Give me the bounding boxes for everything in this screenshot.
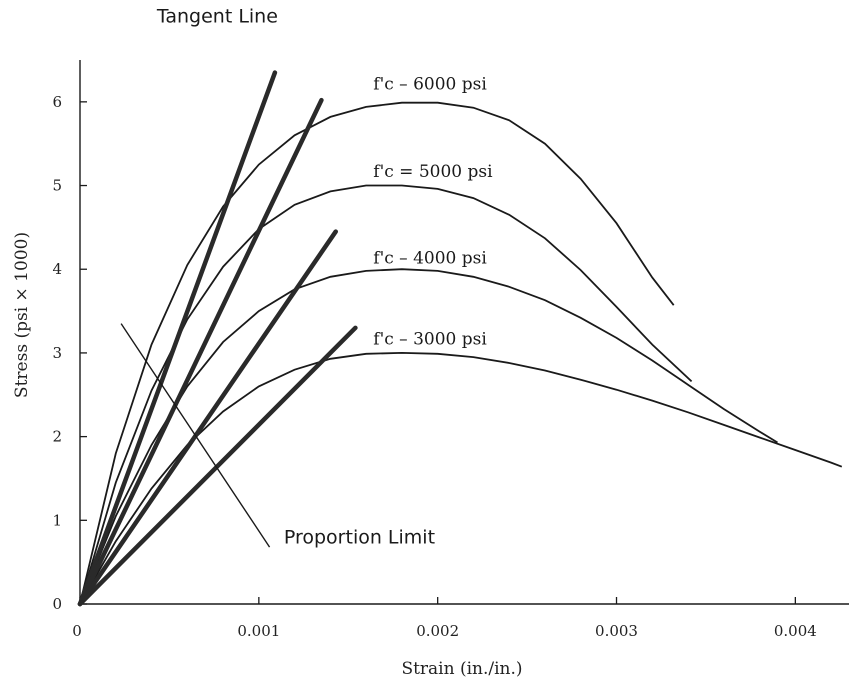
y-tick-label: 6 xyxy=(52,93,62,111)
tangent-lines xyxy=(77,70,358,607)
tangent-line xyxy=(77,325,358,607)
proportion-limit-pointer xyxy=(120,323,271,548)
x-ticks: 0 0.001 0.002 0.003 0.004 xyxy=(72,597,817,640)
curve-label: f'c – 4000 psi xyxy=(373,248,487,268)
y-tick-label: 4 xyxy=(52,260,62,278)
curve-label: f'c – 3000 psi xyxy=(373,330,487,350)
y-tick-label: 3 xyxy=(52,344,62,362)
axes xyxy=(79,60,849,605)
y-ticks: 0 1 2 3 4 5 6 xyxy=(52,93,87,613)
tangent-line-label: Tangent Line xyxy=(156,5,278,27)
curve-3000-psi xyxy=(79,351,843,605)
y-tick-label: 2 xyxy=(52,428,62,446)
x-axis-title: Strain (in./in.) xyxy=(401,659,522,679)
annotations: Tangent Line Proportion Limit xyxy=(120,5,435,549)
tangent-line xyxy=(77,229,338,607)
curve-4000-psi xyxy=(79,268,778,605)
tangent-line xyxy=(77,70,278,607)
tangent-line xyxy=(77,97,324,607)
y-axis-title: Stress (psi × 1000) xyxy=(12,232,32,398)
curve-label: f'c = 5000 psi xyxy=(373,162,493,182)
x-tick-label: 0.004 xyxy=(774,622,817,640)
curve-labels: f'c – 6000 psi f'c = 5000 psi f'c – 4000 p… xyxy=(373,74,493,349)
x-tick-label: 0 xyxy=(72,622,82,640)
y-tick-label: 0 xyxy=(52,595,62,613)
x-tick-label: 0.001 xyxy=(237,622,280,640)
x-tick-label: 0.002 xyxy=(416,622,459,640)
y-tick-label: 5 xyxy=(52,177,62,195)
y-tick-label: 1 xyxy=(52,511,62,529)
curve-label: f'c – 6000 psi xyxy=(373,74,487,94)
curve-6000-psi xyxy=(79,101,675,605)
stress-strain-curves xyxy=(79,101,843,605)
x-tick-label: 0.003 xyxy=(595,622,638,640)
proportion-limit-label: Proportion Limit xyxy=(284,527,435,549)
